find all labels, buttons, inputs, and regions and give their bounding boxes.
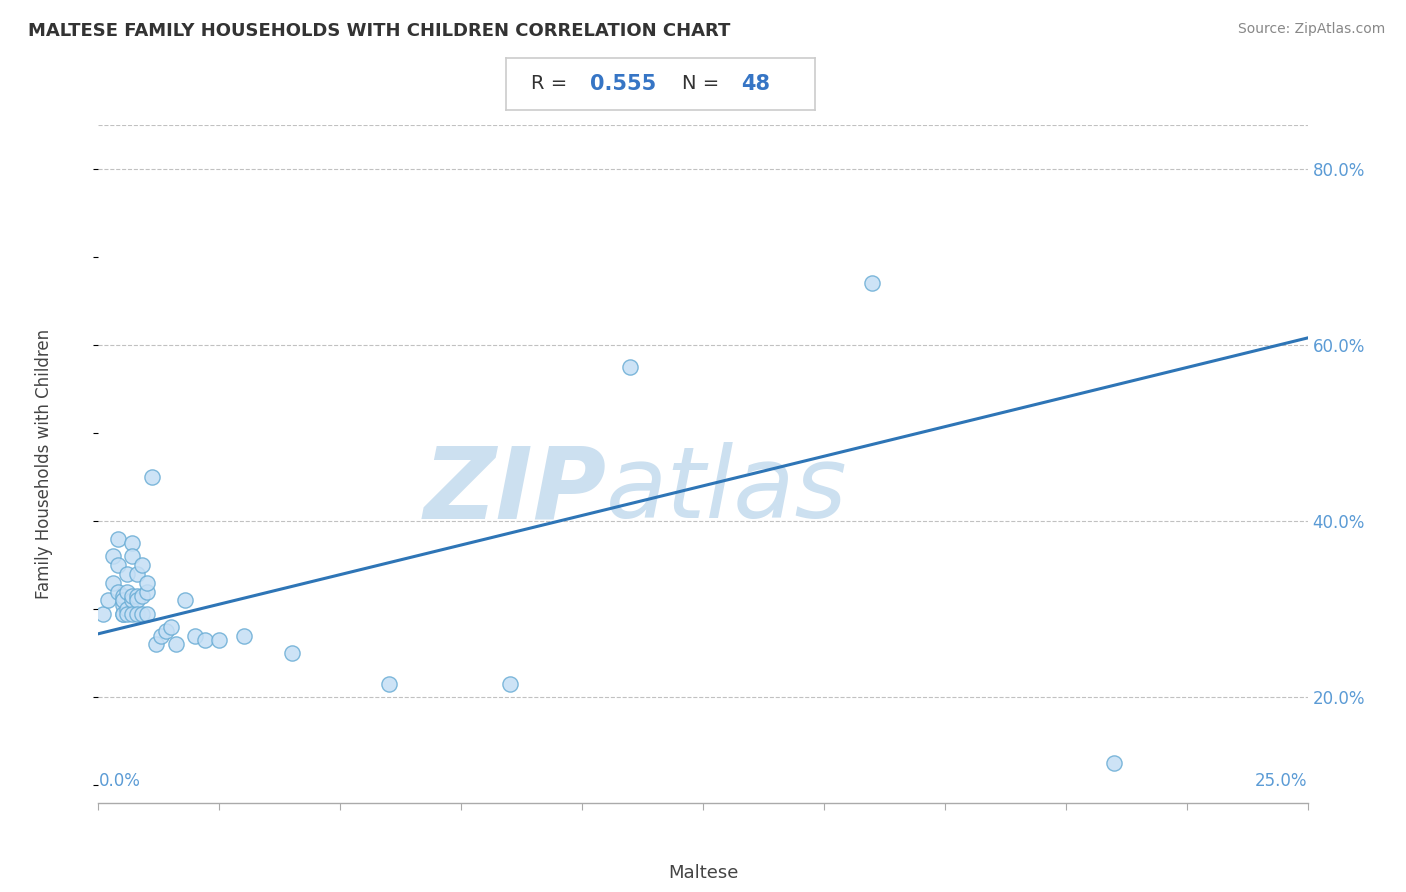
Text: R =: R = [531, 74, 574, 94]
Text: 0.555: 0.555 [589, 74, 657, 94]
Point [165, 637, 187, 651]
Point [117, 584, 139, 599]
Point [145, 637, 167, 651]
Point [127, 589, 149, 603]
Point [619, 359, 641, 374]
Point [150, 628, 173, 642]
Point [101, 549, 124, 564]
Point [141, 470, 163, 484]
Point [117, 566, 139, 581]
Point [860, 277, 883, 291]
Point [117, 602, 139, 616]
Point [498, 677, 520, 691]
Point [131, 607, 153, 621]
Text: MALTESE FAMILY HOUSEHOLDS WITH CHILDREN CORRELATION CHART: MALTESE FAMILY HOUSEHOLDS WITH CHILDREN … [28, 22, 731, 40]
Point [194, 632, 217, 647]
Point [111, 607, 134, 621]
Point [101, 575, 124, 590]
Point [111, 589, 134, 603]
Point [127, 607, 149, 621]
Point [127, 566, 149, 581]
Point [184, 628, 207, 642]
Point [107, 532, 129, 546]
Point [111, 593, 134, 607]
Point [135, 607, 157, 621]
Text: 25.0%: 25.0% [1256, 772, 1308, 790]
Point [121, 549, 143, 564]
Point [155, 624, 177, 639]
Point [131, 589, 153, 603]
Text: Family Households with Children: Family Households with Children [35, 329, 53, 599]
Point [131, 558, 153, 573]
Point [107, 558, 129, 573]
Point [91, 607, 114, 621]
Text: 48: 48 [741, 74, 770, 94]
Point [111, 607, 134, 621]
Point [121, 593, 143, 607]
Text: N =: N = [682, 74, 725, 94]
Point [121, 607, 143, 621]
Point [107, 584, 129, 599]
Point [135, 584, 157, 599]
Text: Maltese: Maltese [668, 863, 738, 882]
Point [121, 536, 143, 550]
Point [377, 677, 399, 691]
Point [208, 632, 231, 647]
Text: atlas: atlas [606, 442, 848, 540]
Point [232, 628, 254, 642]
Point [281, 646, 304, 660]
Point [117, 607, 139, 621]
Point [127, 593, 149, 607]
Point [135, 575, 157, 590]
Point [160, 620, 183, 634]
Point [111, 598, 134, 612]
Text: 0.0%: 0.0% [98, 772, 141, 790]
Point [1102, 756, 1125, 771]
Text: ZIP: ZIP [423, 442, 606, 540]
Point [174, 593, 197, 607]
Point [121, 589, 143, 603]
Point [97, 593, 120, 607]
Text: Source: ZipAtlas.com: Source: ZipAtlas.com [1237, 22, 1385, 37]
